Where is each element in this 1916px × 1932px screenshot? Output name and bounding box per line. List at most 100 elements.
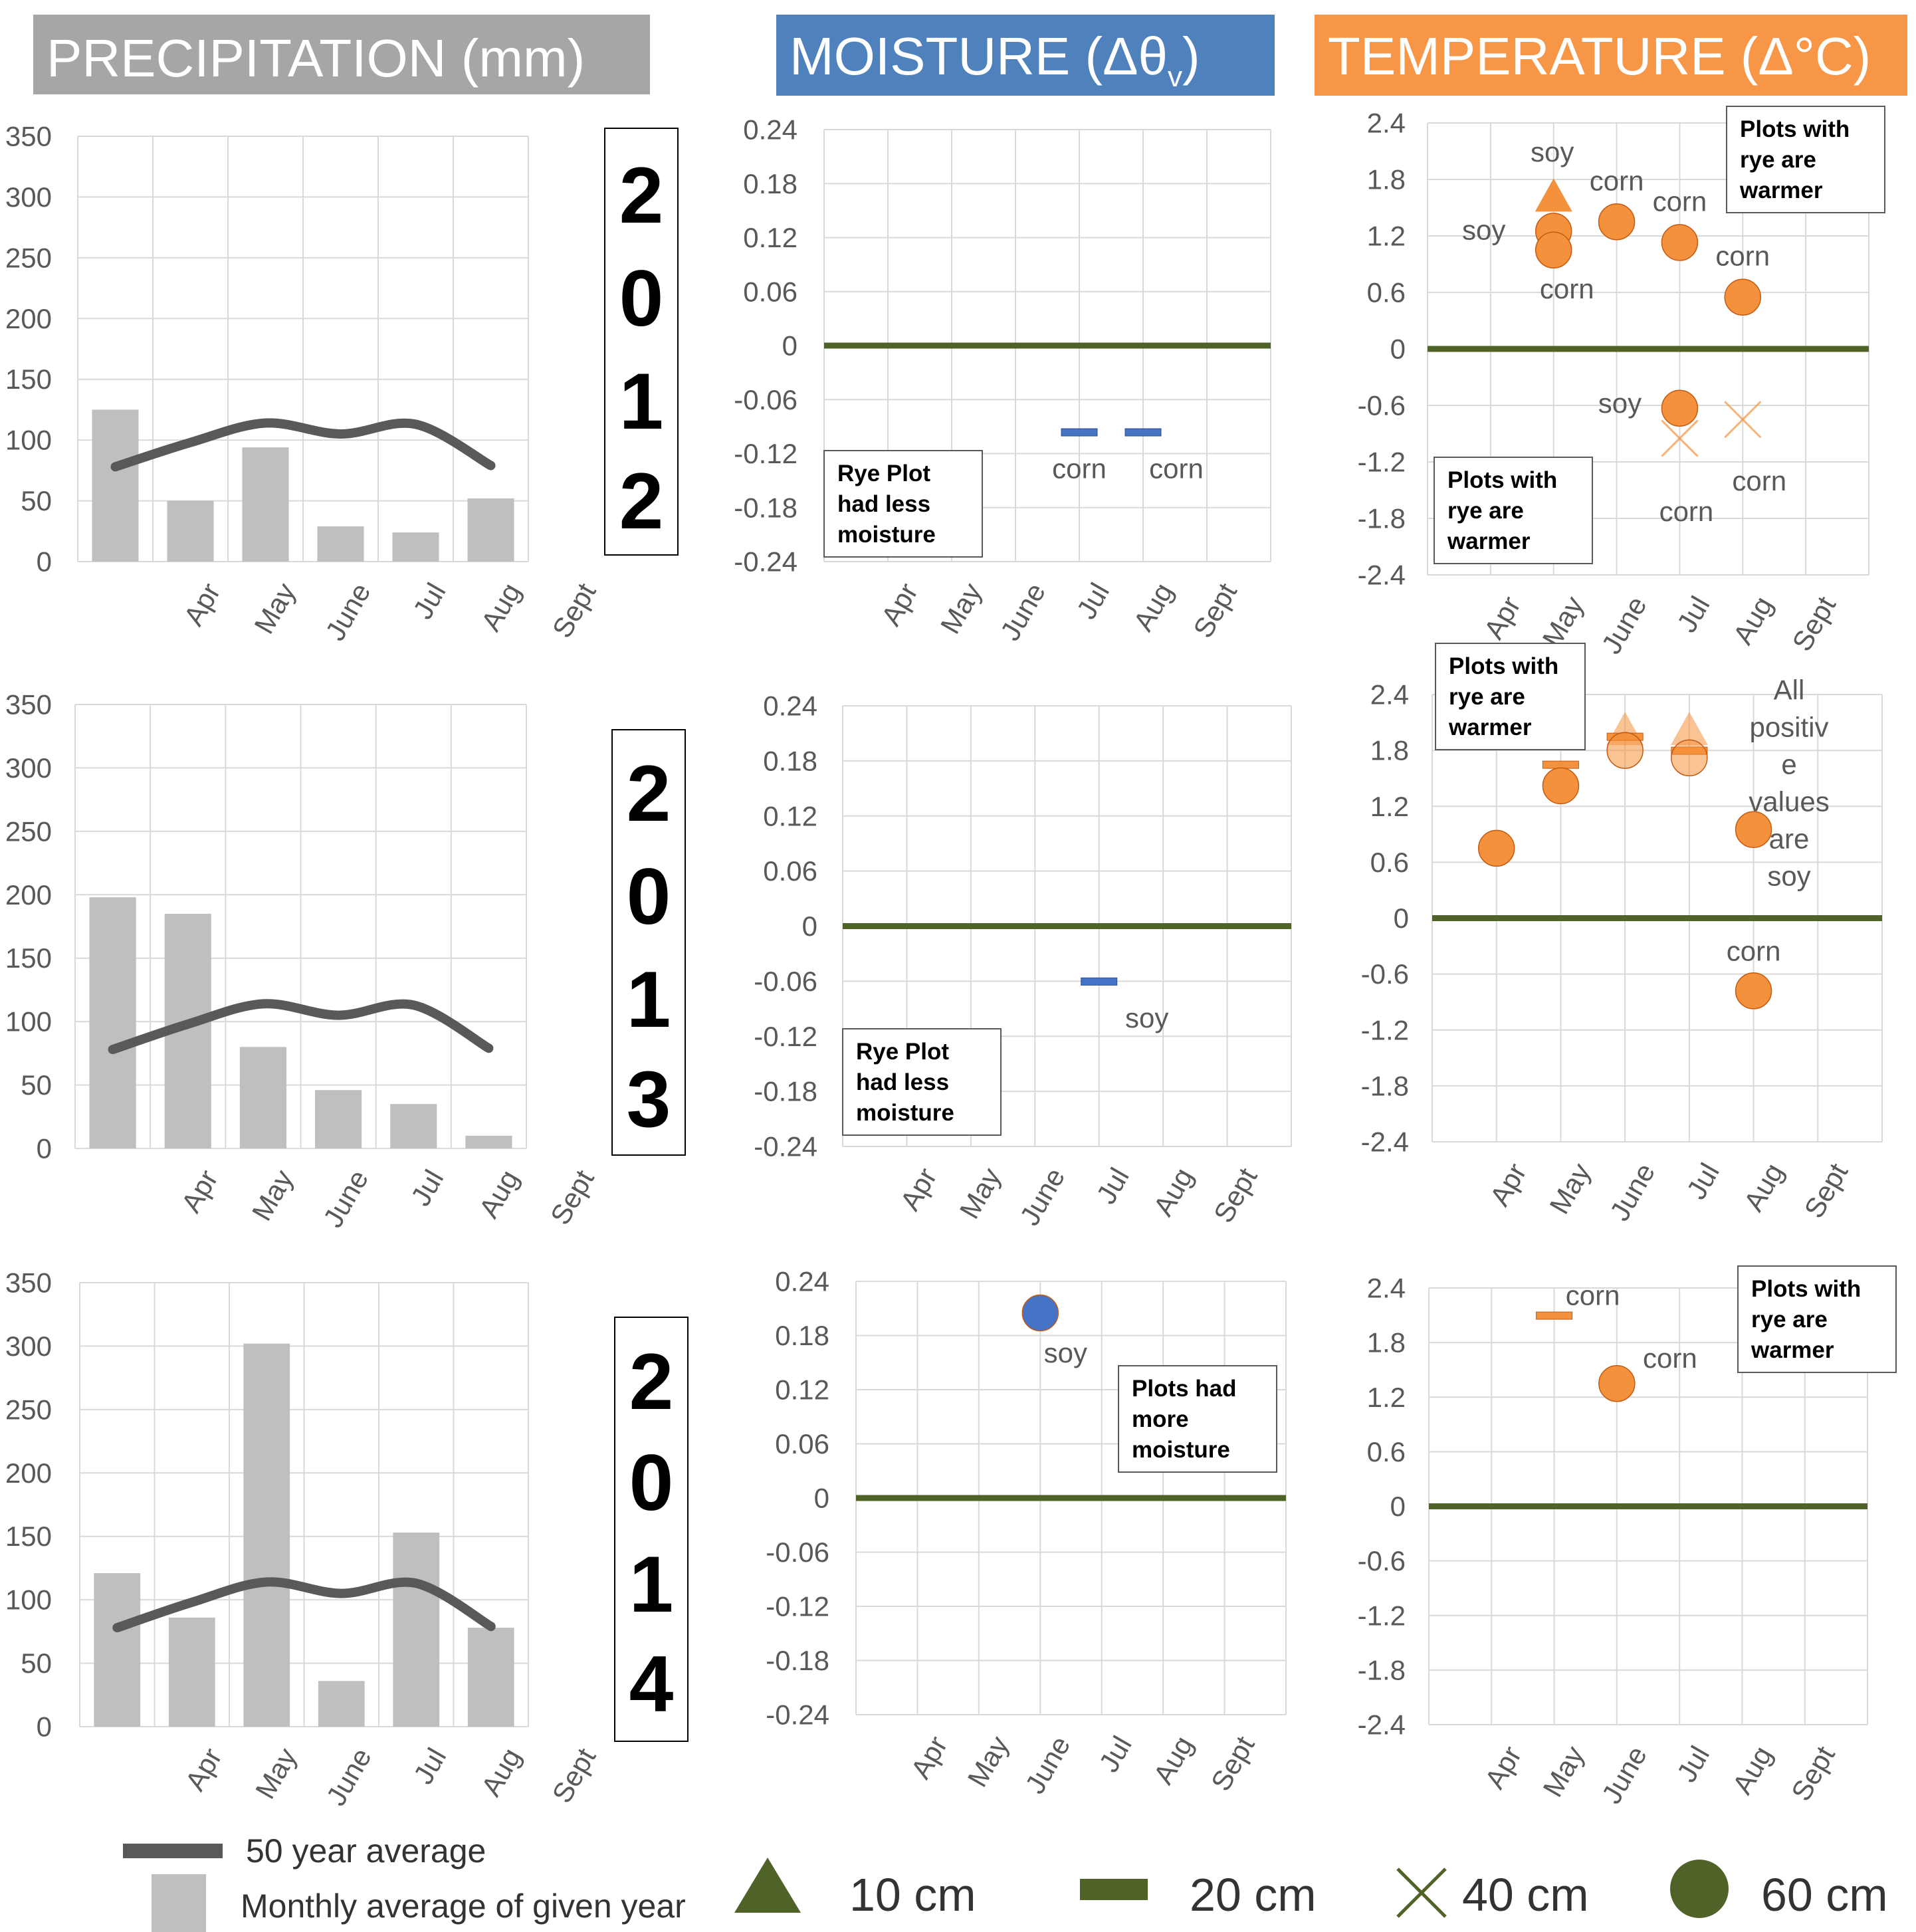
legend-triangle-icon [734, 1858, 801, 1913]
point-60cm [1535, 231, 1572, 268]
note-line: positiv [1749, 712, 1828, 743]
annotation-box-frame [1435, 643, 1586, 750]
y-tick-label: -1.2 [1361, 1014, 1409, 1045]
point-label: soy [1462, 214, 1505, 245]
y-tick-label: 2.4 [1367, 108, 1406, 139]
point-label: corn [1590, 165, 1644, 196]
point-label: corn [1732, 465, 1786, 496]
y-tick-label: 0.12 [775, 1374, 829, 1406]
y-tick-label: -0.24 [734, 546, 798, 578]
annotation-line: moisture [1132, 1437, 1230, 1463]
y-tick-label: -0.18 [766, 1645, 829, 1676]
legend-60cm-label: 60 cm [1761, 1869, 1888, 1921]
annotation-line: had less [837, 491, 930, 517]
y-tick-label: -1.8 [1361, 1070, 1409, 1101]
moisture-header-close: ) [1182, 27, 1200, 86]
annotation-box: Rye Plot had less moisture [842, 1028, 1002, 1136]
y-tick-label: 250 [5, 1394, 52, 1425]
y-tick-label: 0 [37, 1133, 52, 1164]
legend-bar-icon [152, 1874, 206, 1932]
point-label: corn [1727, 935, 1781, 966]
y-tick-label: 0 [814, 1483, 829, 1514]
annotation-line: Plots had [1132, 1376, 1237, 1402]
y-tick-label: 1.2 [1370, 791, 1409, 822]
year-2014-digit-3: 1 [629, 1540, 674, 1629]
annotation-line: rye are [1740, 147, 1816, 173]
y-tick-label: -2.4 [1358, 560, 1406, 591]
precip-bar [94, 1573, 141, 1727]
annotation-box-frame [1118, 1365, 1277, 1473]
y-tick-label: 350 [5, 121, 52, 152]
y-tick-label: 0 [37, 546, 52, 578]
y-tick-label: 1.2 [1367, 221, 1406, 252]
point-label: corn [1540, 273, 1594, 304]
year-2012-digit-2: 0 [619, 254, 664, 343]
y-tick-label: -0.12 [766, 1591, 829, 1622]
legend-10cm-label: 10 cm [849, 1869, 976, 1921]
y-tick-label: -2.4 [1358, 1709, 1406, 1741]
legend-avg-label: 50 year average [246, 1832, 486, 1870]
precip-bar [467, 1628, 514, 1727]
point-60cm [1671, 739, 1708, 777]
legend-bar-label: Monthly average of given year [241, 1887, 686, 1925]
precip-bar [168, 1617, 215, 1727]
y-tick-label: -1.2 [1358, 447, 1406, 478]
fifty-year-average-line [110, 418, 496, 472]
point-10cm [1535, 178, 1572, 212]
y-tick-label: 0 [1390, 334, 1406, 365]
precip-bar [167, 500, 214, 562]
y-tick-label: 0.12 [763, 800, 817, 831]
y-tick-label: -1.8 [1358, 503, 1406, 534]
moisture-chart-2014: 0.24 0.18 0.12 0.06 0 -0.06 -0.12 -0.18 -0.24 soy… [766, 1266, 1287, 1799]
annotation-line: rye are [1751, 1307, 1828, 1333]
point-label: soy [1598, 387, 1642, 419]
y-tick-label: -0.12 [734, 438, 798, 469]
y-tick-label: 0.6 [1367, 277, 1406, 308]
moisture-header-main: MOISTURE (Δθ [790, 27, 1168, 86]
y-tick-label: 100 [5, 1006, 52, 1037]
y-tick-label: 100 [5, 425, 52, 456]
annotation-box: Rye Plot had less moisture [823, 450, 983, 558]
annotation-box-frame [1434, 457, 1593, 564]
point-20cm [1536, 1311, 1573, 1320]
annotation-line: Plots with [1751, 1276, 1861, 1302]
annotation-line: Rye Plot [856, 1039, 949, 1065]
y-tick-label: -0.6 [1361, 958, 1409, 990]
point-label: soy [1044, 1337, 1087, 1368]
point-60cm [1735, 972, 1772, 1010]
precip-bar [92, 409, 139, 562]
y-tick-label: 300 [5, 1331, 52, 1362]
precip-bar [243, 1343, 290, 1727]
fifty-year-average-line [112, 1577, 496, 1633]
y-tick-label: 1.2 [1367, 1382, 1406, 1413]
year-2014-digit-2: 0 [629, 1438, 674, 1527]
moisture-header: MOISTURE (Δθv) [790, 27, 1200, 93]
y-tick-label: 0.18 [743, 168, 798, 199]
y-tick-label: 200 [5, 303, 52, 334]
y-tick-label: 150 [5, 1521, 52, 1552]
y-tick-label: 2.4 [1370, 679, 1409, 710]
year-2012-digit-1: 2 [619, 151, 664, 240]
y-tick-label: 150 [5, 364, 52, 395]
fifty-year-average-line [108, 999, 494, 1055]
y-tick-label: -0.6 [1358, 390, 1406, 421]
note-all-positive-soy: All positiv e values are soy [1749, 675, 1829, 892]
precip-bar [317, 526, 364, 562]
precip-bar [242, 447, 289, 562]
annotation-box-upper: Plots with rye are warmer [1726, 106, 1885, 213]
point-label: corn [1653, 185, 1707, 217]
point-60cm [1735, 811, 1772, 849]
year-2012-digit-3: 1 [619, 357, 664, 446]
y-tick-label: 0.06 [775, 1428, 829, 1459]
point-20cm [1081, 977, 1118, 986]
point-60cm [1598, 1364, 1636, 1402]
y-tick-label: 0.18 [763, 745, 817, 776]
y-tick-label: 200 [5, 879, 52, 911]
y-tick-label: 0 [37, 1711, 52, 1743]
note-line: e [1781, 749, 1796, 780]
year-2013-digit-2: 0 [627, 852, 671, 941]
point-60cm [1021, 1294, 1059, 1332]
y-tick-label: 0.06 [743, 276, 798, 307]
y-tick-label: 0.24 [775, 1266, 829, 1297]
